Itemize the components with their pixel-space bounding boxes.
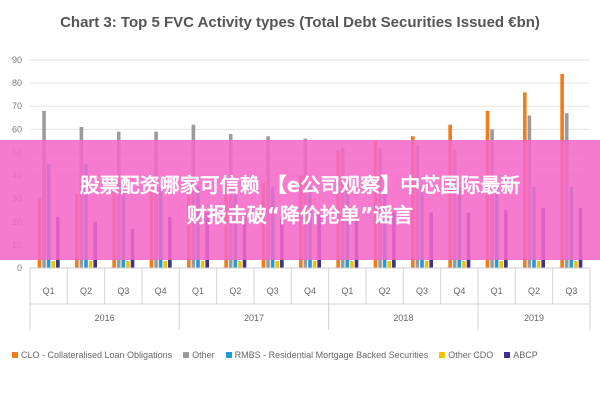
x-tick-label: Q1: [192, 286, 204, 296]
y-tick-label: 0: [17, 263, 22, 273]
bar-other: [387, 261, 392, 268]
bar-other: [499, 261, 504, 268]
bar-other: [126, 261, 130, 268]
legend-label: CLO - Collateralised Loan Obligations: [21, 350, 173, 360]
y-tick-label: 70: [12, 101, 22, 111]
x-tick-label: Q3: [117, 286, 129, 296]
year-label: 2018: [393, 313, 413, 323]
year-label: 2016: [95, 313, 115, 323]
x-tick-label: Q3: [267, 286, 279, 296]
year-label: 2017: [244, 313, 264, 323]
year-label: 2019: [524, 313, 544, 323]
bar-other: [275, 261, 280, 268]
legend-swatch: [439, 352, 446, 358]
bar-other: [51, 261, 56, 268]
legend-swatch: [183, 352, 190, 358]
y-tick-label: 80: [12, 78, 22, 88]
bar-other: [424, 261, 429, 268]
legend-swatch: [225, 352, 232, 358]
bar-other: [312, 261, 317, 268]
legend-item: Other CDO: [439, 350, 493, 360]
x-tick-label: Q4: [155, 286, 167, 296]
x-tick-label: Q1: [43, 286, 55, 296]
legend-swatch: [12, 352, 18, 358]
x-tick-label: Q3: [565, 286, 577, 296]
bar-other: [200, 261, 205, 268]
bar-other: [350, 261, 354, 268]
x-tick-label: Q4: [304, 286, 316, 296]
x-tick-label: Q2: [80, 286, 92, 296]
y-tick-label: 60: [12, 124, 22, 134]
legend-item: ABCP: [504, 350, 538, 360]
x-tick-label: Q3: [416, 286, 428, 296]
chart-title: Chart 3: Top 5 FVC Activity types (Total…: [60, 14, 540, 31]
bar-other: [88, 261, 93, 268]
legend-label: Other CDO: [448, 350, 494, 360]
y-tick-label: 90: [12, 55, 22, 65]
bar-other: [238, 261, 242, 268]
bar-other: [574, 261, 578, 268]
watermark-banner: 股票配资哪家可信赖 【e公司观察】中芯国际最新 财报击破“降价抢单”谣言: [0, 140, 600, 260]
x-tick-label: Q4: [453, 286, 465, 296]
legend-item: Other: [183, 350, 215, 360]
bar-other: [536, 261, 541, 268]
x-tick-label: Q1: [491, 286, 503, 296]
legend-label: Other: [192, 350, 215, 360]
legend-item: RMBS - Residential Mortgage Backed Secur…: [225, 350, 429, 360]
x-tick-label: Q2: [528, 286, 540, 296]
bar-other: [462, 261, 466, 268]
legend-label: ABCP: [513, 350, 538, 360]
x-tick-label: Q2: [379, 286, 391, 296]
legend-label: RMBS - Residential Mortgage Backed Secur…: [234, 350, 429, 360]
legend-item: CLO - Collateralised Loan Obligations: [12, 350, 172, 360]
x-tick-label: Q2: [229, 286, 241, 296]
banner-line-2: 财报击破“降价抢单”谣言: [186, 203, 414, 227]
x-tick-label: Q1: [341, 286, 353, 296]
legend: CLO - Collateralised Loan Obligations Oth…: [12, 350, 597, 360]
banner-line-1: 股票配资哪家可信赖 【e公司观察】中芯国际最新: [79, 173, 521, 197]
legend-swatch: [504, 352, 511, 358]
bar-other: [163, 261, 168, 268]
